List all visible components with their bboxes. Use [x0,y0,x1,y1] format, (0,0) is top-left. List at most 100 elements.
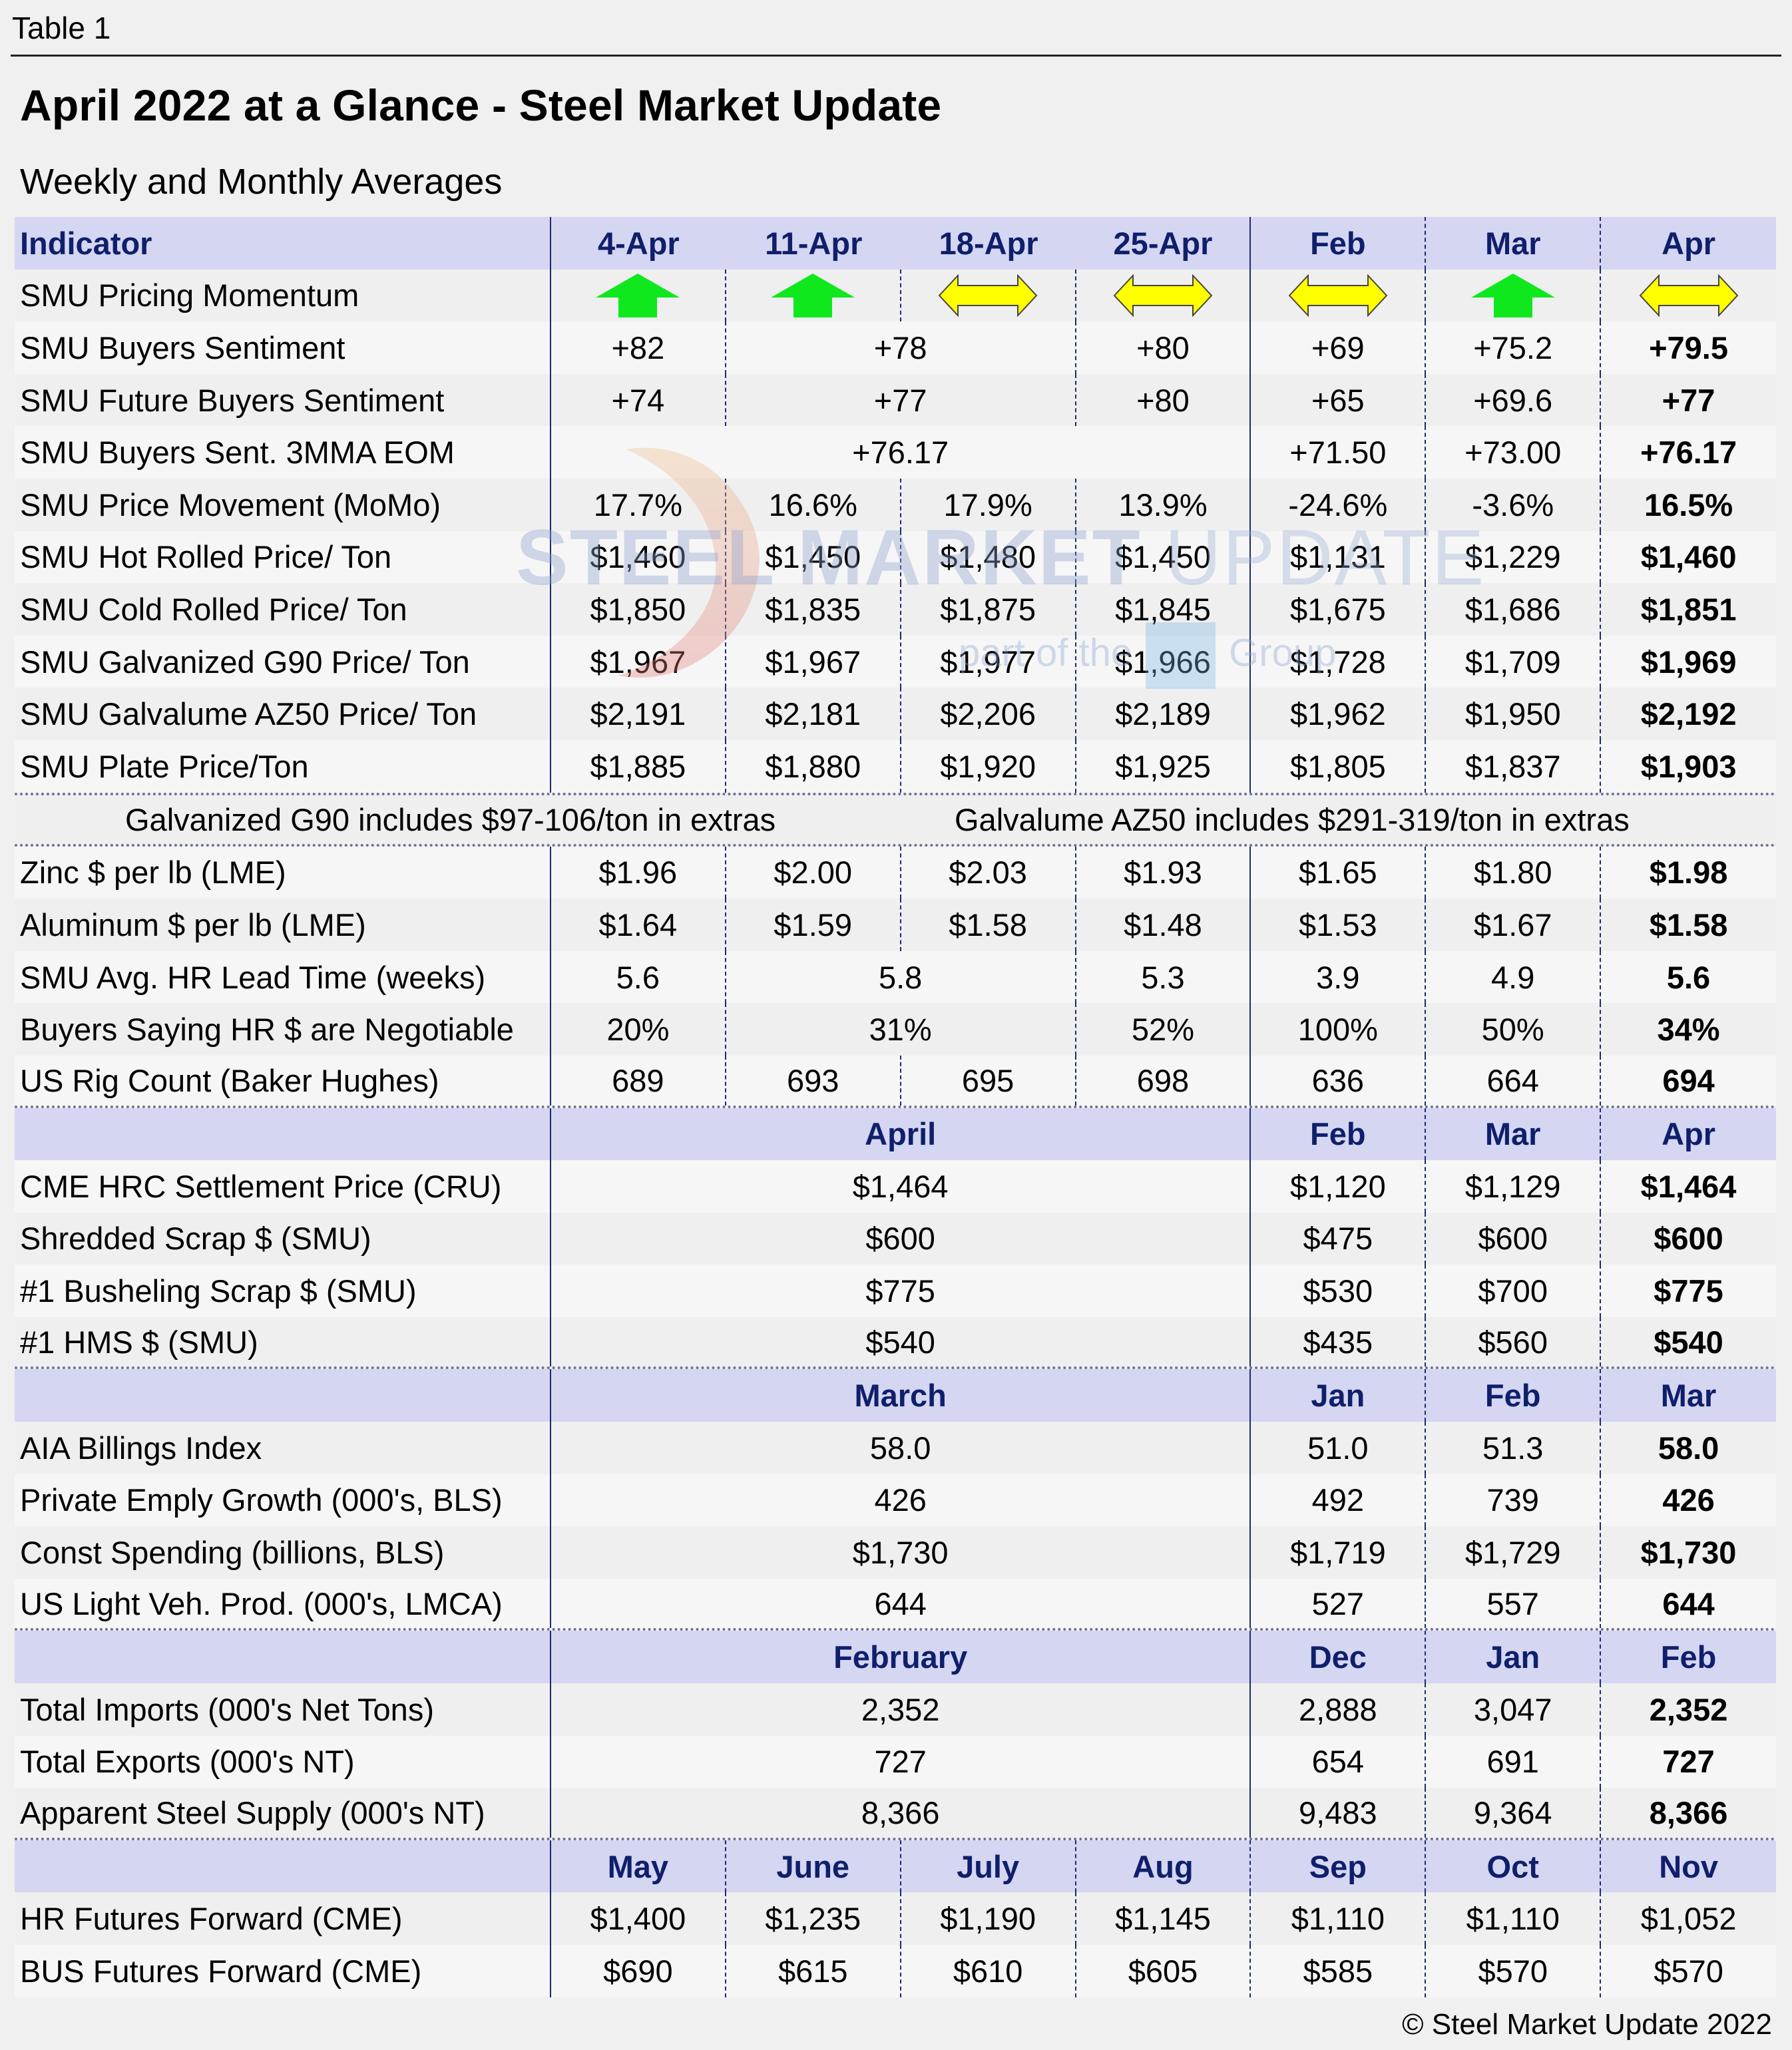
header-indicator: Indicator [15,217,551,270]
futures-month: Nov [1659,1848,1718,1884]
section-header-february: February Dec Jan Feb [15,1631,1776,1684]
section-header-month: Dec [1251,1631,1427,1684]
value-cell: $1,110 [1426,1892,1602,1945]
value-cell: $615 [726,1945,901,1997]
value-cell: $1,845 [1076,583,1251,636]
value-cell: 2,352 [551,1683,1251,1736]
value-cell: $1.59 [726,899,901,951]
value-cell: +76.17 [1640,435,1737,471]
table-row: Zinc $ per lb (LME) $1.96 $2.00 $2.03 $1… [15,846,1776,899]
value-cell: 694 [1662,1062,1715,1098]
value-cell: $2.00 [726,846,901,899]
value-cell: 689 [551,1055,726,1106]
row-label: Zinc $ per lb (LME) [15,846,551,899]
value-cell: $1,875 [901,583,1076,636]
value-cell: $1,977 [901,635,1076,688]
row-label: #1 HMS $ (SMU) [15,1317,551,1367]
section-header-month: Jan [1426,1631,1602,1684]
value-cell: $2.03 [901,846,1076,899]
momentum-cell [551,269,726,322]
value-cell: $1,903 [1640,748,1737,784]
value-cell: $1,235 [726,1892,901,1945]
value-cell: $1,131 [1251,530,1427,584]
value-cell: $1,145 [1076,1892,1251,1945]
value-cell: $2,192 [1640,696,1737,732]
value-cell: $1,805 [1251,739,1427,793]
value-cell: 691 [1426,1735,1602,1788]
value-cell: $1,464 [551,1160,1251,1213]
value-cell: $570 [1654,1953,1723,1989]
section-header-label [15,1369,551,1422]
row-label: CME HRC Settlement Price (CRU) [15,1160,551,1213]
momentum-row: SMU Pricing Momentum [15,269,1776,322]
value-cell: 644 [551,1578,1251,1629]
arrow-up-icon [1470,273,1555,317]
value-cell: 31% [726,1003,1076,1056]
header-week-1: 4-Apr [597,225,680,261]
row-label: SMU Galvanized G90 Price/ Ton [15,635,551,688]
futures-month: Aug [1076,1840,1251,1893]
value-cell: $1,920 [901,739,1076,793]
value-cell: 3.9 [1251,950,1427,1004]
value-cell: $1,464 [1640,1168,1737,1204]
table-row: SMU Avg. HR Lead Time (weeks) 5.6 5.8 5.… [15,950,1776,1004]
row-label: SMU Future Buyers Sentiment [15,373,551,427]
value-cell: 51.0 [1251,1422,1427,1474]
table-row: Shredded Scrap $ (SMU) $600 $475 $600 $6… [15,1212,1776,1265]
value-cell: $1,969 [1640,644,1737,680]
value-cell: 100% [1251,1003,1427,1056]
row-label: SMU Hot Rolled Price/ Ton [15,530,551,584]
value-cell: $1,709 [1426,635,1602,688]
section-header-march: March Jan Feb Mar [15,1369,1776,1422]
section-header-span: April [551,1108,1251,1161]
value-cell: +69 [1251,321,1427,374]
table-row: SMU Cold Rolled Price/ Ton $1,850 $1,835… [15,583,1776,636]
value-cell: $700 [1426,1265,1602,1317]
value-cell: $1,885 [551,739,726,793]
value-cell: $1,730 [1640,1535,1737,1571]
value-cell: $600 [551,1212,1251,1265]
value-cell: $1,052 [1640,1901,1737,1937]
futures-month: Sep [1251,1840,1427,1893]
row-label: Aluminum $ per lb (LME) [15,899,551,951]
value-cell: 50% [1426,1003,1602,1056]
section-header-month: Apr [1662,1116,1716,1152]
value-cell: 4.9 [1426,950,1602,1004]
value-cell: $1,450 [726,530,901,584]
value-cell: 20% [551,1003,726,1056]
glance-table: Indicator 4-Apr 11-Apr 18-Apr 25-Apr Feb… [15,217,1776,1997]
value-cell: $1,835 [726,583,901,636]
section-header-month: Mar [1426,1108,1602,1161]
value-cell: 527 [1251,1578,1427,1629]
section-header-futures: May June July Aug Sep Oct Nov [15,1840,1776,1893]
row-label: SMU Avg. HR Lead Time (weeks) [15,950,551,1004]
value-cell: $2,191 [551,688,726,740]
table-row: BUS Futures Forward (CME) $690 $615 $610… [15,1945,1776,1997]
table-row: Const Spending (billions, BLS) $1,730 $1… [15,1526,1776,1579]
value-cell: $1,460 [551,530,726,584]
row-label: Const Spending (billions, BLS) [15,1526,551,1579]
value-cell: $540 [1654,1324,1723,1360]
table-row: #1 HMS $ (SMU) $540 $435 $560 $540 [15,1317,1776,1370]
arrow-left-right-icon [1639,274,1738,317]
value-cell: $475 [1251,1212,1427,1265]
row-label: US Rig Count (Baker Hughes) [15,1055,551,1106]
value-cell: +71.50 [1251,426,1427,479]
value-cell: 16.6% [726,478,901,531]
row-label: HR Futures Forward (CME) [15,1892,551,1945]
section-header-label [15,1840,551,1893]
arrow-left-right-icon [1288,274,1388,317]
value-cell: $1,962 [1251,688,1427,740]
value-cell: 9,483 [1251,1788,1427,1838]
value-cell: $600 [1654,1221,1723,1257]
value-cell: $1.96 [551,846,726,899]
momentum-cell [1076,269,1251,322]
header-month-3: Apr [1662,225,1716,261]
value-cell: 426 [1662,1482,1715,1518]
value-cell: 58.0 [551,1422,1251,1474]
table-row: Buyers Saying HR $ are Negotiable 20% 31… [15,1003,1776,1056]
value-cell: $1.48 [1076,899,1251,951]
value-cell: $600 [1426,1212,1602,1265]
value-cell: $1.67 [1426,899,1602,951]
az50-extras-note: Galvalume AZ50 includes $291-319/ton in … [955,801,1630,837]
